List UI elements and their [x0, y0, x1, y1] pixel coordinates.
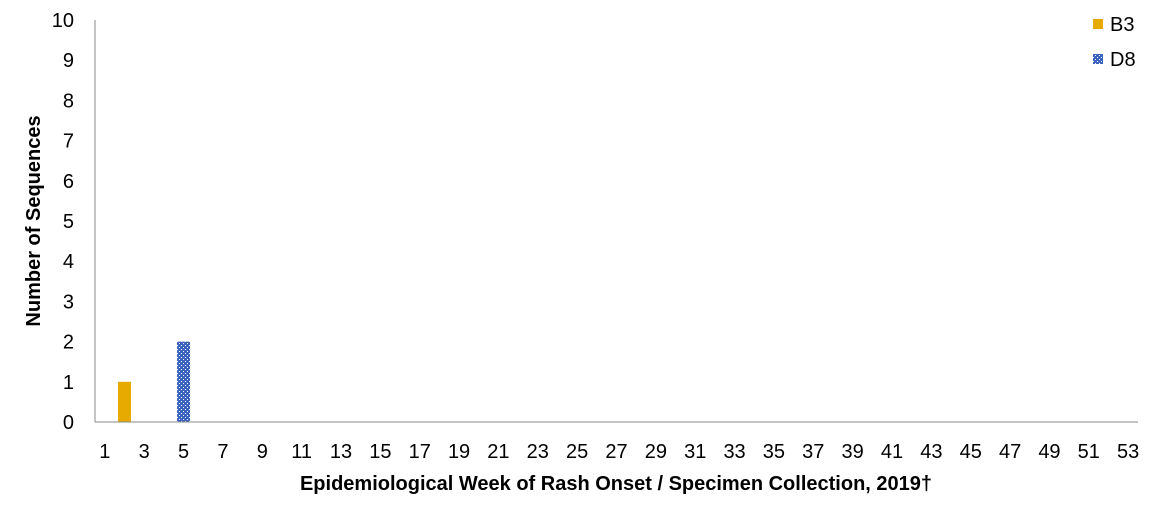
- bar-d8-week-5: [177, 341, 191, 422]
- y-tick-label: 3: [63, 291, 74, 313]
- x-tick-label: 29: [645, 441, 667, 463]
- x-tick-label: 17: [409, 441, 431, 463]
- legend: B3 D8: [1093, 14, 1136, 71]
- x-tick-label: 37: [802, 441, 824, 463]
- x-tick-label: 31: [684, 441, 706, 463]
- x-tick-label: 43: [920, 441, 942, 463]
- y-tick-label: 6: [63, 171, 74, 193]
- y-axis-label: Number of Sequences: [23, 115, 45, 326]
- legend-label-b3: B3: [1110, 14, 1134, 36]
- y-tick-label: 8: [63, 90, 74, 112]
- x-tick-label: 11: [291, 441, 312, 463]
- x-tick-label: 51: [1078, 441, 1100, 463]
- x-tick-label: 45: [960, 441, 982, 463]
- y-tick-label: 5: [63, 211, 74, 233]
- y-tick-label: 0: [63, 412, 74, 434]
- x-tick-label: 13: [330, 441, 352, 463]
- x-tick-label: 47: [999, 441, 1021, 463]
- y-tick-label: 2: [63, 332, 74, 354]
- x-tick-label: 23: [527, 441, 549, 463]
- y-tick-label: 1: [63, 372, 74, 394]
- x-tick-label: 49: [1038, 441, 1060, 463]
- x-tick-label: 33: [723, 441, 745, 463]
- x-axis-label: Epidemiological Week of Rash Onset / Spe…: [300, 473, 932, 495]
- x-tick-label: 21: [487, 441, 509, 463]
- x-tick-label: 7: [217, 441, 228, 463]
- y-tick-label: 9: [63, 50, 74, 72]
- x-tick-label: 3: [139, 441, 150, 463]
- y-tick-label: 4: [63, 251, 74, 273]
- x-tick-label: 9: [257, 441, 268, 463]
- x-tick-label: 27: [605, 441, 627, 463]
- legend-swatch-d8: [1093, 54, 1103, 64]
- x-tick-label: 35: [763, 441, 785, 463]
- x-tick-label: 5: [178, 441, 189, 463]
- x-tick-label: 19: [448, 441, 470, 463]
- x-tick-label: 53: [1117, 441, 1139, 463]
- x-tick-label: 15: [369, 441, 391, 463]
- x-tick-label: 39: [842, 441, 864, 463]
- x-tick-label: 41: [881, 441, 903, 463]
- legend-label-d8: D8: [1110, 49, 1136, 71]
- bar-b3-week-2: [118, 381, 132, 422]
- y-tick-label: 7: [63, 131, 74, 153]
- x-tick-label: 1: [99, 441, 110, 463]
- legend-swatch-b3: [1093, 19, 1103, 29]
- y-tick-label: 10: [52, 10, 74, 32]
- x-tick-label: 25: [566, 441, 588, 463]
